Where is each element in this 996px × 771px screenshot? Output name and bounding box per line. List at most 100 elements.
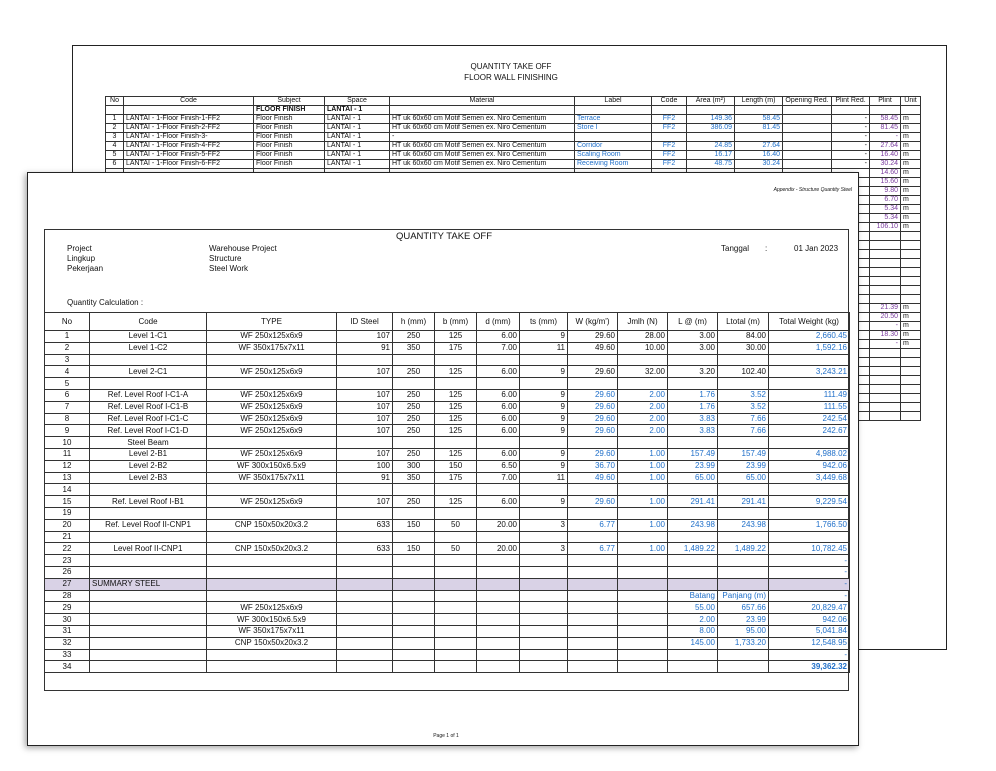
cell: 15: [44, 495, 90, 508]
cell: [519, 613, 568, 626]
cell: Level 1-C1: [89, 330, 207, 343]
cell: [686, 105, 735, 115]
cell: [717, 353, 769, 367]
cell: [519, 506, 568, 520]
cell: Ref. Level Roof I-C1-C: [89, 412, 207, 426]
cell: 49.60: [567, 341, 618, 355]
cell: 300: [392, 459, 435, 473]
cell: 12,548.95: [768, 636, 850, 650]
cell: 111.55: [768, 400, 850, 414]
row: 29 WF 250x125x6x9 55.00 657.66 20,829.47: [44, 601, 850, 615]
cell: 9: [519, 447, 568, 461]
cell: [869, 267, 901, 277]
cell: m: [900, 321, 921, 331]
steel-table: No Code TYPE ID Steel h (mm) b (mm) d (mm) ts (…: [44, 312, 850, 674]
cell: 243.98: [717, 518, 769, 532]
cell: [89, 506, 207, 520]
cell: -: [831, 141, 870, 151]
row: 2 LANTAI - 1-Floor Finish-2-FF2 Floor Fini…: [105, 123, 921, 133]
cell: 242.54: [768, 412, 850, 426]
cell: WF 250x125x6x9: [206, 424, 337, 438]
header-cell: W (kg/m'): [567, 312, 618, 331]
cell: 150: [392, 518, 435, 532]
cell: 19: [44, 506, 90, 520]
cell: 26: [44, 565, 90, 579]
cell: 6.00: [476, 388, 520, 402]
cell: [392, 636, 435, 650]
cell: [89, 660, 207, 674]
cell: 20.00: [476, 542, 520, 556]
cell: [89, 483, 207, 497]
cell: [900, 366, 921, 376]
cell: [869, 393, 901, 403]
cell: 11: [519, 471, 568, 485]
cell: 16.17: [686, 150, 735, 160]
cell: [392, 648, 435, 662]
cell: 157.49: [667, 447, 718, 461]
cell: 107: [336, 330, 393, 343]
cell: 250: [392, 400, 435, 414]
cell: 9: [519, 400, 568, 414]
cell: 242.67: [768, 424, 850, 438]
cell: Batang: [667, 589, 718, 603]
header-cell: No: [105, 96, 124, 106]
cell: [686, 132, 735, 142]
row: 21: [44, 530, 850, 544]
cell: Floor Finish: [253, 123, 325, 133]
cell: 250: [392, 330, 435, 343]
row: 6 Ref. Level Roof I-C1-A WF 250x125x6x9 107…: [44, 388, 850, 402]
cell: 4: [44, 365, 90, 379]
back-title: QUANTITY TAKE OFF: [470, 62, 552, 71]
cell: -: [768, 554, 850, 567]
cell: 942.06: [768, 613, 850, 626]
cell: [476, 648, 520, 662]
cell: [768, 436, 850, 449]
cell: 107: [336, 424, 393, 438]
cell: [900, 294, 921, 304]
cell: Corridor: [574, 141, 652, 151]
cell: 21: [44, 530, 90, 544]
cell: 149.36: [686, 114, 735, 124]
cell: WF 250x125x6x9: [206, 495, 337, 508]
date-label: Tanggal: [721, 244, 750, 253]
cell: 6.77: [567, 518, 618, 532]
cell: [617, 577, 668, 591]
header-cell: Jmlh (N): [617, 312, 668, 331]
cell: [717, 377, 769, 390]
cell: 9: [519, 495, 568, 508]
cell: [617, 436, 668, 449]
cell: 150: [434, 459, 477, 473]
header-cell: L @ (m): [667, 312, 718, 331]
cell: m: [900, 222, 921, 232]
cell: 6.00: [476, 447, 520, 461]
cell: [519, 353, 568, 367]
cell: 49.60: [567, 471, 618, 485]
cell: [336, 624, 393, 638]
info-label: Pekerjaan: [67, 264, 104, 273]
cell: Floor Finish: [253, 132, 325, 142]
front-title: QUANTITY TAKE OFF: [395, 231, 493, 242]
cell: [89, 353, 207, 367]
cell: [434, 624, 477, 638]
row: 22 Level Roof II-CNP1 CNP 150x50x20x3.2 633…: [44, 542, 850, 556]
cell: 107: [336, 388, 393, 402]
cell: [392, 483, 435, 497]
cell: [89, 589, 207, 603]
cell: HT uk 60x60 cm Motif Semen ex. Niro Ceme…: [389, 159, 575, 169]
cell: 12: [44, 459, 90, 473]
cell: [206, 506, 337, 520]
cell: 3.83: [667, 424, 718, 438]
cell: 291.41: [667, 495, 718, 508]
cell: 14.60: [869, 168, 901, 178]
cell: 1,733.20: [717, 636, 769, 650]
cell: [717, 565, 769, 579]
cell: [105, 105, 124, 115]
cell: m: [900, 303, 921, 313]
cell: [574, 105, 652, 115]
cell: 7.00: [476, 341, 520, 355]
page-footer: Page 1 of 1: [433, 733, 459, 739]
cell: 27: [44, 577, 90, 591]
cell: LANTAI - 1: [324, 150, 390, 160]
cell: 4: [105, 141, 124, 151]
cell: [717, 506, 769, 520]
